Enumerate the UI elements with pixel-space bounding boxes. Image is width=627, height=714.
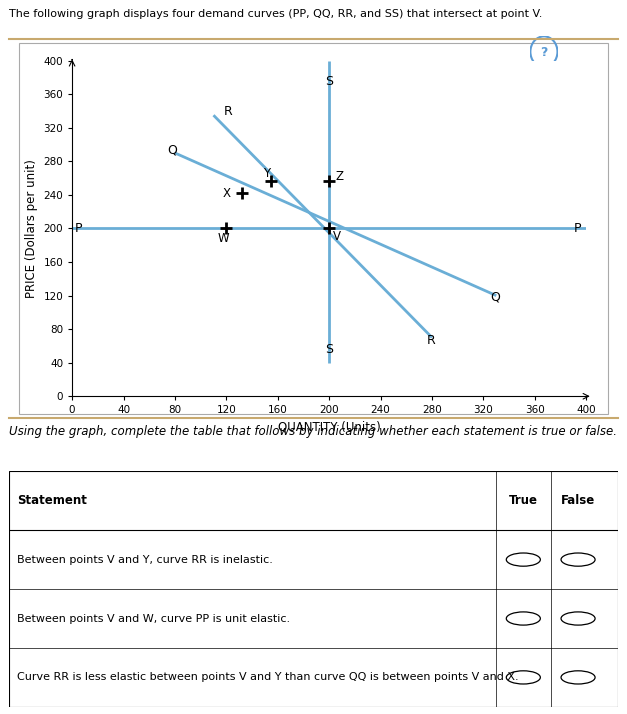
Text: S: S: [325, 74, 333, 88]
Text: Q: Q: [167, 144, 177, 156]
Text: ?: ?: [540, 46, 547, 59]
Text: P: P: [574, 222, 581, 235]
Text: False: False: [561, 494, 595, 507]
X-axis label: QUANTITY (Units): QUANTITY (Units): [278, 421, 381, 434]
Text: X: X: [223, 187, 230, 200]
Text: Using the graph, complete the table that follows by indicating whether each stat: Using the graph, complete the table that…: [9, 425, 618, 438]
Text: Between points V and Y, curve RR is inelastic.: Between points V and Y, curve RR is inel…: [17, 555, 273, 565]
Text: S: S: [325, 343, 333, 356]
Text: V: V: [333, 231, 341, 243]
Text: Curve RR is less elastic between points V and Y than curve QQ is between points : Curve RR is less elastic between points …: [17, 673, 519, 683]
Text: Z: Z: [335, 170, 344, 183]
Text: R: R: [427, 334, 436, 347]
Text: Between points V and W, curve PP is unit elastic.: Between points V and W, curve PP is unit…: [17, 613, 290, 623]
Text: True: True: [509, 494, 538, 507]
Text: R: R: [224, 105, 233, 118]
Text: Y: Y: [263, 168, 270, 181]
Text: Statement: Statement: [17, 494, 87, 507]
Text: W: W: [218, 232, 229, 245]
Text: P: P: [75, 222, 82, 235]
Text: The following graph displays four demand curves (PP, QQ, RR, and SS) that inters: The following graph displays four demand…: [9, 9, 543, 19]
Text: Q: Q: [490, 291, 500, 303]
Y-axis label: PRICE (Dollars per unit): PRICE (Dollars per unit): [25, 159, 38, 298]
